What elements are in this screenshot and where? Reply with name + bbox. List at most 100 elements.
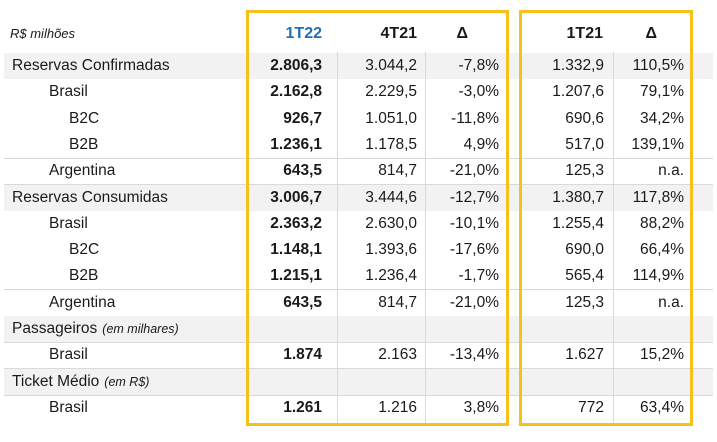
value-cell-v4: 1.255,4 (552, 214, 604, 232)
value-cell-v4: 1.332,9 (552, 57, 604, 74)
value-cell-v1: 1.236,1 (270, 135, 322, 153)
col-header-1t21: 1T21 (566, 25, 603, 42)
value-cell-v1: 2.363,2 (270, 214, 322, 232)
value-cell-v3: 4,9% (463, 135, 499, 153)
row-label-note: (em R$) (104, 374, 150, 389)
value-cell-v4: 1.627 (565, 346, 604, 364)
value-cell-v2: 1.393,6 (365, 241, 417, 259)
value-cell-v5: 117,8% (632, 188, 684, 206)
value-cell-v2: 3.044,2 (365, 57, 417, 74)
value-cell-v1: 1.874 (283, 346, 322, 364)
value-cell-v1: 926,7 (283, 109, 322, 127)
unit-label: R$ milhões (10, 26, 76, 41)
column-divider (613, 52, 614, 424)
row-label-text: Reservas Consumidas (12, 188, 168, 206)
value-cell-v3: -21,0% (449, 162, 499, 180)
row-label: B2C (4, 106, 99, 132)
row-label-text: Passageiros (12, 320, 98, 337)
value-cell-v3: -13,4% (449, 346, 499, 364)
value-cell-v5: 114,9% (632, 267, 684, 285)
row-label: Brasil (4, 342, 88, 368)
row-label-text: B2C (69, 241, 100, 259)
value-cell-v3: -17,6% (449, 241, 499, 259)
row-label: Passageiros (em milhares) (4, 316, 179, 342)
value-cell-v3: -3,0% (458, 83, 500, 101)
row-label-note: (em milhares) (102, 322, 179, 336)
value-cell-v3: 3,8% (463, 398, 499, 416)
col-header-delta-y: Δ (645, 25, 658, 42)
value-cell-v5 (4, 316, 684, 342)
value-cell-v4: 1.380,7 (552, 188, 604, 206)
col-header-1t22: 1T22 (285, 25, 322, 42)
value-cell-v1: 2.162,8 (270, 83, 322, 101)
value-cell-v5: 66,4% (640, 241, 684, 259)
value-cell-v2: 3.444,6 (365, 188, 417, 206)
row-label-text: B2B (69, 267, 99, 285)
value-cell-v3: -11,8% (451, 109, 499, 127)
row-label: Brasil (4, 79, 88, 105)
row-label-text: Brasil (49, 398, 88, 416)
table-row: Ticket Médio (em R$) (4, 368, 713, 396)
value-cell-v1: 643,5 (283, 162, 322, 180)
row-label-text: Ticket Médio (12, 372, 100, 390)
value-cell-v3: -7,8% (458, 57, 500, 74)
value-cell-v1: 1.261 (283, 398, 322, 416)
value-cell-v2: 1.236,4 (365, 267, 417, 285)
value-cell-v1: 3.006,7 (270, 188, 322, 206)
value-cell-v2: 1.051,0 (365, 109, 417, 127)
value-cell-v5: 139,1% (631, 135, 684, 153)
row-label-text: B2B (69, 135, 99, 153)
value-cell-v5: 34,2% (640, 109, 684, 127)
value-cell-v4: 690,0 (565, 241, 604, 259)
value-cell-v5: 110,5% (632, 57, 684, 74)
row-label-text: B2C (69, 109, 100, 127)
value-cell-v5: 15,2% (640, 346, 684, 364)
table-row: Brasil 1.874 2.163 -13,4% 1.627 15,2% (4, 342, 713, 370)
value-cell-v1: 1.215,1 (270, 267, 322, 285)
value-cell-v2: 1.178,5 (365, 135, 417, 153)
value-cell-v3: -1,7% (458, 267, 500, 285)
value-cell-v2: 814,7 (378, 162, 417, 180)
value-cell-v4: 1.207,6 (552, 83, 604, 101)
table-row: Argentina 643,5 814,7 -21,0% 125,3 n.a. (4, 290, 713, 317)
value-cell-v5: 88,2% (640, 214, 684, 232)
table-row: Brasil 1.261 1.216 3,8% 772 63,4% (4, 395, 713, 421)
col-header-4t21: 4T21 (380, 25, 417, 42)
value-cell-v5 (4, 369, 684, 395)
row-label: B2C (4, 237, 99, 263)
value-cell-v2: 2.630,0 (365, 214, 417, 232)
value-cell-v4: 517,0 (565, 135, 604, 153)
value-cell-v3: -12,7% (449, 188, 499, 206)
value-cell-v1: 643,5 (283, 293, 322, 311)
table-row: B2C 1.148,1 1.393,6 -17,6% 690,0 66,4% (4, 237, 713, 263)
value-cell-v2: 1.216 (378, 398, 417, 416)
table-row: B2C 926,7 1.051,0 -11,8% 690,6 34,2% (4, 106, 713, 132)
value-cell-v4: 125,3 (565, 162, 604, 180)
table-row: Reservas Consumidas 3.006,7 3.444,6 -12,7% 1… (4, 184, 713, 211)
row-label: Argentina (4, 158, 115, 184)
column-divider (425, 52, 426, 424)
row-label: B2B (4, 263, 98, 289)
table-row: Brasil 2.363,2 2.630,0 -10,1% 1.255,4 88,2% (4, 211, 713, 237)
row-label-text: Brasil (49, 214, 88, 232)
row-label-text: Argentina (49, 293, 116, 311)
value-cell-v4: 125,3 (565, 293, 604, 311)
value-cell-v5: 79,1% (640, 83, 684, 101)
table-row: B2B 1.215,1 1.236,4 -1,7% 565,4 114,9% (4, 263, 713, 291)
value-cell-v5: n.a. (658, 293, 684, 311)
row-label: Reservas Confirmadas (4, 53, 170, 79)
col-header-delta-q: Δ (456, 25, 469, 42)
value-cell-v5: 63,4% (640, 398, 684, 416)
table-row: Reservas Confirmadas 2.806,3 3.044,2 -7,8% 1… (4, 53, 713, 79)
row-label: Reservas Consumidas (4, 185, 168, 211)
row-label-text: Argentina (49, 162, 116, 180)
row-label: Brasil (4, 395, 88, 421)
value-cell-v4: 565,4 (565, 267, 604, 285)
value-cell-v4: 772 (578, 398, 604, 416)
row-label: B2B (4, 132, 98, 158)
value-cell-v4: 690,6 (565, 109, 604, 127)
table-row: B2B 1.236,1 1.178,5 4,9% 517,0 139,1% (4, 132, 713, 159)
table-row: Passageiros (em milhares) (4, 316, 713, 343)
row-label-text: Reservas Confirmadas (12, 57, 170, 74)
value-cell-v5: n.a. (658, 162, 684, 180)
